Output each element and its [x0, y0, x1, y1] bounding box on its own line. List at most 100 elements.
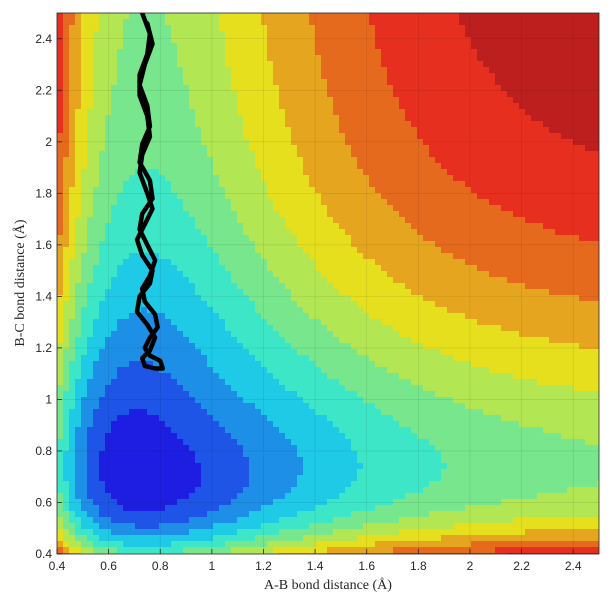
contour-cell — [273, 355, 280, 362]
contour-cell — [201, 241, 208, 248]
contour-cell — [87, 19, 94, 26]
contour-cell — [375, 283, 382, 290]
contour-cell — [345, 343, 352, 350]
contour-cell — [183, 145, 190, 152]
contour-cell — [99, 409, 106, 416]
contour-cell — [381, 355, 388, 362]
contour-cell — [195, 163, 202, 170]
contour-cell — [57, 67, 64, 74]
contour-cell — [357, 73, 364, 80]
contour-cell — [291, 379, 298, 386]
contour-cell — [93, 487, 100, 494]
contour-cell — [147, 67, 154, 74]
contour-cell — [321, 535, 328, 542]
contour-cell — [117, 349, 124, 356]
contour-cell — [159, 91, 166, 98]
contour-cell — [171, 13, 178, 20]
contour-cell — [195, 469, 202, 476]
contour-cell — [279, 19, 286, 26]
contour-cell — [297, 211, 304, 218]
contour-cell — [75, 379, 82, 386]
contour-cell — [333, 397, 340, 404]
contour-cell — [255, 271, 262, 278]
contour-cell — [183, 217, 190, 224]
contour-cell — [243, 13, 250, 20]
contour-cell — [273, 361, 280, 368]
contour-cell — [207, 37, 214, 44]
contour-cell — [357, 13, 364, 20]
contour-cell — [243, 253, 250, 260]
contour-cell — [111, 223, 118, 230]
contour-cell — [345, 301, 352, 308]
contour-cell — [309, 121, 316, 128]
contour-cell — [183, 61, 190, 68]
contour-cell — [63, 187, 70, 194]
contour-cell — [255, 313, 262, 320]
contour-cell — [129, 115, 136, 122]
contour-cell — [225, 493, 232, 500]
contour-cell — [309, 517, 316, 524]
contour-cell — [327, 19, 334, 26]
contour-cell — [207, 379, 214, 386]
contour-cell — [63, 295, 70, 302]
contour-cell — [285, 73, 292, 80]
contour-cell — [69, 205, 76, 212]
contour-cell — [207, 409, 214, 416]
contour-cell — [351, 271, 358, 278]
contour-cell — [81, 133, 88, 140]
contour-cell — [123, 487, 130, 494]
contour-cell — [183, 343, 190, 350]
contour-cell — [105, 181, 112, 188]
contour-cell — [219, 217, 226, 224]
contour-cell — [213, 55, 220, 62]
contour-cell — [165, 337, 172, 344]
contour-cell — [99, 271, 106, 278]
contour-cell — [189, 109, 196, 116]
contour-cell — [87, 193, 94, 200]
contour-cell — [339, 247, 346, 254]
contour-cell — [117, 457, 124, 464]
contour-cell — [351, 55, 358, 62]
contour-cell — [87, 79, 94, 86]
contour-cell — [171, 313, 178, 320]
contour-cell — [183, 433, 190, 440]
contour-cell — [159, 55, 166, 62]
contour-cell — [183, 403, 190, 410]
contour-cell — [375, 259, 382, 266]
contour-cell — [183, 535, 190, 542]
contour-cell — [213, 37, 220, 44]
contour-cell — [339, 253, 346, 260]
contour-cell — [57, 199, 64, 206]
contour-cell — [141, 463, 148, 470]
contour-cell — [231, 325, 238, 332]
contour-cell — [189, 103, 196, 110]
contour-cell — [345, 481, 352, 488]
contour-cell — [363, 265, 370, 272]
contour-cell — [147, 139, 154, 146]
contour-cell — [273, 217, 280, 224]
contour-cell — [357, 499, 364, 506]
contour-cell — [129, 295, 136, 302]
contour-cell — [285, 121, 292, 128]
contour-cell — [57, 451, 64, 458]
contour-cell — [279, 343, 286, 350]
contour-cell — [333, 469, 340, 476]
contour-cell — [201, 469, 208, 476]
contour-cell — [141, 277, 148, 284]
contour-cell — [135, 109, 142, 116]
contour-cell — [87, 553, 94, 554]
contour-cell — [171, 511, 178, 518]
contour-cell — [255, 19, 262, 26]
contour-cell — [93, 307, 100, 314]
contour-cell — [129, 157, 136, 164]
contour-cell — [273, 187, 280, 194]
contour-cell — [183, 277, 190, 284]
contour-cell — [105, 91, 112, 98]
contour-cell — [129, 331, 136, 338]
contour-cell — [249, 97, 256, 104]
contour-cell — [321, 43, 328, 50]
contour-cell — [75, 103, 82, 110]
contour-cell — [237, 265, 244, 272]
contour-cell — [165, 85, 172, 92]
contour-cell — [345, 67, 352, 74]
